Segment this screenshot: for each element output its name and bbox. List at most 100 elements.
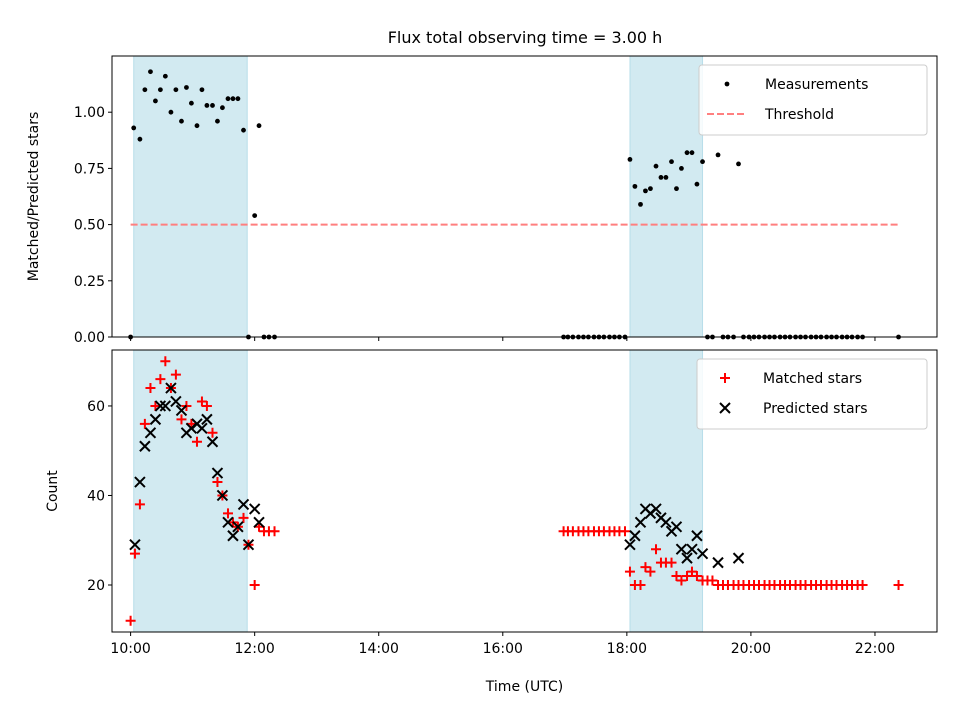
predicted-point <box>253 516 265 529</box>
measurement-point <box>188 100 194 106</box>
y-tick-label: 1.00 <box>74 105 105 121</box>
matched-point <box>666 557 677 568</box>
legend-measurement-swatch <box>724 81 730 87</box>
ratio-panel: 0.00 0.25 0.50 0.75 1.00 Matched/Predicted s… <box>26 55 938 346</box>
x-tick-label: 14:00 <box>359 641 399 657</box>
matched-point <box>125 615 136 626</box>
matched-point <box>671 571 682 582</box>
predicted-point <box>129 539 141 551</box>
matched-point <box>624 566 635 577</box>
matched-point <box>645 566 656 577</box>
predicted-point <box>159 400 172 412</box>
predicted-point <box>165 382 177 394</box>
matched-point <box>222 508 233 519</box>
ratio-axes-frame <box>111 55 938 338</box>
x-tick-label: 12:00 <box>234 641 274 657</box>
predicted-point <box>222 516 234 529</box>
measurement-point <box>148 69 153 75</box>
predicted-point <box>144 427 157 439</box>
measurement-point <box>679 166 684 171</box>
measurement-point <box>256 123 262 129</box>
legend-entry-label: Measurements <box>765 77 868 93</box>
measurement-point <box>627 157 633 162</box>
predicted-point <box>696 547 709 560</box>
observing-shading <box>133 55 704 338</box>
predicted-point <box>675 543 688 555</box>
predicted-point <box>237 498 250 511</box>
predicted-point <box>134 476 146 488</box>
x-tick-label: 22:00 <box>855 641 895 657</box>
predicted-point <box>691 530 703 542</box>
measurement-point <box>632 183 638 189</box>
count-y-axis: 20 40 60 <box>87 399 112 594</box>
predicted-point <box>681 552 693 564</box>
matched-point <box>676 575 687 586</box>
count-axes-frame <box>111 349 938 633</box>
predicted-point <box>232 521 244 533</box>
matched-point <box>249 580 260 590</box>
matched-point <box>238 512 249 523</box>
measurement-point <box>220 105 225 111</box>
measurement-point <box>199 87 205 93</box>
matched-point <box>150 400 161 411</box>
predicted-point <box>154 400 167 412</box>
x-tick-label: 20:00 <box>731 641 771 657</box>
matched-point <box>619 526 630 537</box>
predicted-point <box>712 556 724 569</box>
measurement-point <box>215 118 220 124</box>
measurement-point <box>674 186 679 192</box>
y-tick-label: 40 <box>87 488 105 504</box>
measurement-point <box>137 136 143 142</box>
count-plot-area <box>125 356 904 626</box>
y-tick-label: 0.50 <box>74 218 105 234</box>
observing-interval <box>133 349 248 633</box>
measurement-point <box>235 96 241 102</box>
measurement-point <box>684 150 690 156</box>
matched-point <box>170 369 181 380</box>
measurement-point <box>142 87 148 93</box>
predicted-point <box>624 539 636 551</box>
measurement-point <box>173 87 179 93</box>
measurement-point <box>638 201 643 207</box>
measurement-point <box>658 174 664 180</box>
count-legend: Matched stars Predicted stars <box>696 358 928 430</box>
y-tick-label: 0.75 <box>74 161 105 177</box>
legend-entry-label: Predicted stars <box>763 401 868 417</box>
matched-point <box>269 526 280 537</box>
measurement-point <box>694 181 700 187</box>
y-tick-label: 20 <box>87 578 105 594</box>
measurement-point <box>204 103 210 108</box>
count-panel: 20 40 60 10:00 12:00 14:00 16:00 18:00 20:00 22:… <box>45 349 938 695</box>
matched-point <box>207 427 218 438</box>
measurement-point <box>168 109 174 115</box>
predicted-point <box>660 516 672 529</box>
matched-point <box>707 575 718 586</box>
matched-point <box>155 374 166 385</box>
x-tick-label: 18:00 <box>607 641 647 657</box>
ratio-legend: Measurements Threshold <box>698 64 928 136</box>
measurement-point <box>131 125 137 131</box>
measurement-point <box>153 98 158 104</box>
measurement-point <box>736 161 741 167</box>
matched-point <box>651 544 662 555</box>
measurement-point <box>689 150 695 156</box>
measurement-point <box>194 123 200 129</box>
measurement-point <box>252 213 258 219</box>
predicted-point <box>196 422 208 435</box>
measurement-point <box>700 159 705 165</box>
matched-point <box>691 571 702 582</box>
ratio-x-axis <box>130 337 876 341</box>
predicted-point <box>248 503 261 515</box>
y-tick-label: 0.25 <box>74 274 105 290</box>
matched-point <box>682 571 693 582</box>
legend-predicted-swatch <box>719 402 731 414</box>
x-axis-label: Time (UTC) <box>485 679 563 695</box>
x-tick-label: 16:00 <box>483 641 523 657</box>
predicted-point <box>686 543 698 555</box>
predicted-point <box>650 503 662 515</box>
matched-point <box>686 566 697 577</box>
count-x-axis: 10:00 12:00 14:00 16:00 18:00 20:00 22:00 <box>110 632 895 657</box>
matched-point <box>139 418 150 429</box>
measurement-point <box>715 152 721 158</box>
